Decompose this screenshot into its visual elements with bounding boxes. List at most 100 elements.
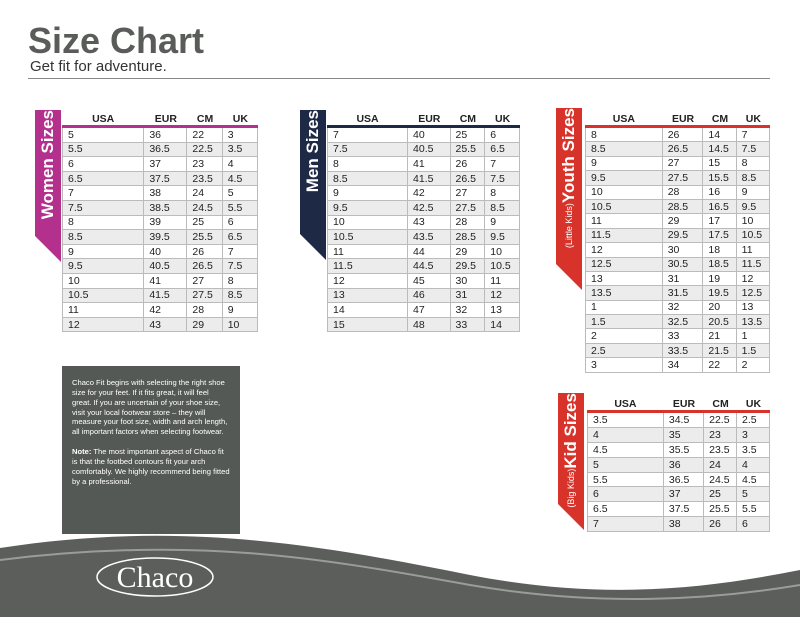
size-cell: 25 — [451, 128, 486, 142]
size-cell: 25.5 — [187, 230, 223, 244]
size-cell: 5.5 — [737, 502, 770, 517]
size-cell: 42 — [408, 186, 451, 200]
size-cell: 26 — [451, 157, 486, 171]
size-cell: 10.5 — [485, 259, 520, 273]
size-cell: 31 — [663, 271, 704, 286]
table-row: 5 36 22 3 — [62, 128, 258, 143]
size-cell: 12 — [328, 273, 409, 288]
table-row: 12.5 30.5 18.5 11.5 — [585, 257, 770, 272]
size-cell: 26.5 — [187, 259, 223, 273]
size-cell: 12 — [586, 243, 663, 257]
size-cell: 17 — [703, 214, 737, 228]
size-cell: 29.5 — [663, 228, 704, 243]
size-cell: 2 — [586, 329, 663, 343]
column-header: UK — [232, 112, 248, 125]
table-row: 6.5 37.5 23.5 4.5 — [62, 171, 258, 187]
table-row: 14 47 32 13 — [327, 303, 520, 318]
size-cell: 9.5 — [328, 200, 409, 215]
size-cell: 10 — [223, 317, 258, 332]
size-cell: 41.5 — [144, 288, 188, 303]
table-row: 8.5 41.5 26.5 7.5 — [327, 171, 520, 187]
band-label: Men Sizes — [303, 110, 323, 192]
size-cell: 8 — [485, 186, 520, 200]
table-row: 8.5 39.5 25.5 6.5 — [62, 230, 258, 245]
note-text: The most important aspect of Chaco fit i… — [72, 447, 230, 486]
size-cell: 3 — [737, 427, 770, 442]
size-cell: 22.5 — [187, 142, 223, 157]
size-cell: 40.5 — [144, 259, 188, 273]
table-row: 12 30 18 11 — [585, 243, 770, 258]
table-row: 1 32 20 13 — [585, 300, 770, 316]
size-cell: 27.5 — [187, 288, 223, 303]
size-cell: 41.5 — [408, 171, 451, 186]
size-cell: 6 — [588, 487, 664, 502]
size-cell: 12.5 — [586, 257, 663, 271]
header-row: USA EUR CM UK — [587, 397, 770, 413]
size-cell: 23.5 — [187, 171, 223, 186]
subtitle: Get fit for adventure. — [30, 58, 167, 75]
size-cell: 17.5 — [703, 228, 737, 243]
table-row: 9.5 42.5 27.5 8.5 — [327, 200, 520, 216]
size-cell: 31.5 — [663, 286, 704, 300]
table-row: 11 42 28 9 — [62, 303, 258, 318]
size-cell: 9 — [328, 186, 409, 200]
size-cell: 29 — [663, 214, 704, 228]
size-cell: 5 — [737, 487, 770, 502]
size-cell: 14.5 — [703, 142, 737, 156]
size-cell: 5.5 — [588, 472, 664, 487]
size-cell: 6.5 — [485, 142, 520, 157]
table-row: 10 43 28 9 — [327, 215, 520, 231]
size-cell: 27 — [451, 186, 486, 200]
table-row: 8.5 26.5 14.5 7.5 — [585, 142, 770, 157]
size-cell: 4 — [223, 157, 258, 171]
table-row: 9.5 40.5 26.5 7.5 — [62, 259, 258, 274]
size-table: USA EUR CM UK 7 40 25 6 7.5 40.5 25.5 6.5 8 41 26 7 8.5 4… — [327, 112, 520, 333]
table-row: 8 26 14 7 — [585, 128, 770, 143]
size-cell: 28 — [663, 185, 704, 199]
size-cell: 7.5 — [328, 142, 409, 157]
size-cell: 11 — [328, 244, 409, 259]
size-cell: 30 — [663, 243, 704, 257]
column-header: CM — [196, 112, 214, 125]
size-cell: 4.5 — [223, 171, 258, 186]
size-cell: 7 — [223, 244, 258, 259]
size-cell: 8.5 — [737, 171, 770, 185]
table-row: 12 45 30 11 — [327, 273, 520, 289]
size-cell: 26.5 — [663, 142, 704, 156]
size-cell: 32 — [663, 300, 704, 315]
table-row: 13.5 31.5 19.5 12.5 — [585, 286, 770, 301]
table-row: 10.5 43.5 28.5 9.5 — [327, 230, 520, 245]
size-cell: 1 — [737, 329, 770, 343]
size-cell: 22 — [703, 358, 737, 372]
table-row: 7 40 25 6 — [327, 128, 520, 143]
size-cell: 43 — [144, 317, 188, 332]
size-cell: 37 — [664, 487, 705, 502]
column-header: EUR — [154, 112, 177, 125]
size-cell: 9 — [223, 303, 258, 317]
size-cell: 9.5 — [63, 259, 145, 273]
size-cell: 24 — [704, 457, 738, 472]
size-cell: 21.5 — [703, 343, 737, 358]
band-label: (Big Kids) Kid Sizes — [561, 393, 581, 508]
size-cell: 11.5 — [328, 259, 409, 273]
table-row: 9 42 27 8 — [327, 186, 520, 201]
table-row: 10 41 27 8 — [62, 273, 258, 289]
size-cell: 3.5 — [588, 413, 664, 427]
size-cell: 8.5 — [328, 171, 409, 186]
table-row: 10.5 28.5 16.5 9.5 — [585, 199, 770, 215]
size-cell: 8.5 — [63, 230, 145, 244]
title: Size Chart — [28, 20, 205, 61]
table-row: 10.5 41.5 27.5 8.5 — [62, 288, 258, 304]
size-cell: 13 — [737, 300, 770, 315]
size-cell: 30 — [451, 273, 486, 288]
column-header: UK — [745, 112, 761, 125]
table-row: 8 39 25 6 — [62, 215, 258, 231]
note-label: Note: — [72, 447, 92, 457]
size-cell: 31 — [451, 288, 486, 303]
size-cell: 28 — [187, 303, 223, 317]
size-band: (Little Kids) Youth Sizes — [556, 108, 582, 290]
size-cell: 10.5 — [63, 288, 145, 303]
band-sublabel: (Little Kids) — [564, 203, 574, 249]
size-cell: 14 — [485, 317, 520, 332]
column-header: UK — [745, 397, 762, 410]
